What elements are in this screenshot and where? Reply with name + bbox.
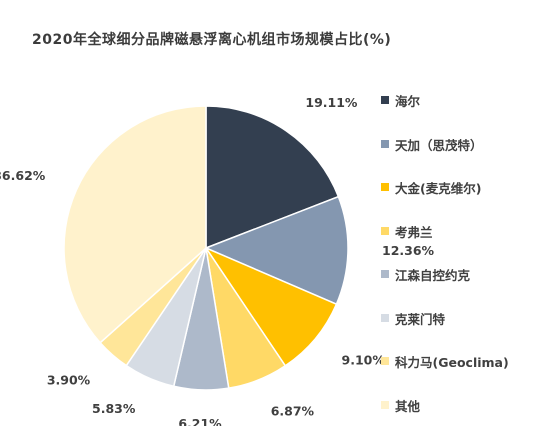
legend-item-0: 海尔 (381, 91, 509, 135)
legend-label: 克莱门特 (395, 309, 445, 328)
data-label-3: 6.87% (271, 404, 315, 419)
legend-swatch (381, 270, 389, 278)
data-label-4: 6.21% (178, 416, 222, 426)
legend-swatch (381, 96, 389, 104)
legend-swatch (381, 183, 389, 191)
legend-item-2: 大金(麦克维尔) (381, 178, 509, 222)
legend-item-1: 天加（思茂特） (381, 135, 509, 179)
legend-item-5: 克莱门特 (381, 309, 509, 353)
legend-label: 江森自控约克 (395, 265, 470, 284)
data-label-2: 9.10% (342, 352, 386, 367)
chart-legend: 海尔天加（思茂特） 大金(麦克维尔) 考弗兰江森自控约克克莱门特科力马(Geocli… (381, 91, 509, 439)
data-label-7: 36.62% (0, 168, 46, 183)
legend-item-3: 考弗兰 (381, 222, 509, 266)
pie-slices (64, 106, 348, 390)
legend-swatch (381, 227, 389, 235)
legend-label: 科力马(Geoclima) (395, 352, 509, 371)
legend-label: 其他 (395, 396, 420, 415)
legend-item-6: 科力马(Geoclima) (381, 352, 509, 396)
data-label-6: 3.90% (47, 373, 91, 388)
legend-item-7: 其他 (381, 396, 509, 439)
legend-item-4: 江森自控约克 (381, 265, 509, 309)
legend-label: 大金(麦克维尔) (395, 178, 481, 197)
legend-swatch (381, 314, 389, 322)
legend-label: 天加（思茂特） (395, 135, 483, 154)
legend-label: 海尔 (395, 91, 420, 110)
legend-label: 考弗兰 (395, 222, 433, 241)
data-label-0: 19.11% (305, 95, 358, 110)
data-label-5: 5.83% (92, 401, 136, 416)
legend-swatch (381, 140, 389, 148)
legend-swatch (381, 401, 389, 409)
legend-swatch (381, 357, 389, 365)
